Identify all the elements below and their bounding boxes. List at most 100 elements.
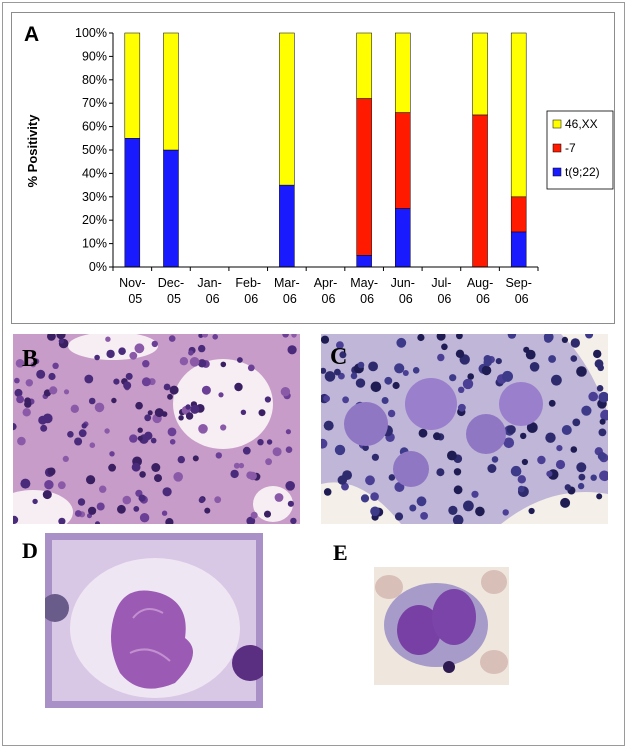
bar-segment: [395, 208, 411, 268]
cell-nucleus: [272, 447, 282, 457]
cell-nucleus: [528, 507, 535, 515]
bar-segment: [472, 114, 488, 268]
cell-nucleus: [455, 349, 465, 358]
cell-nucleus: [436, 468, 445, 477]
cell-nucleus: [265, 458, 272, 466]
cell-nucleus: [598, 391, 608, 403]
cell-nucleus: [394, 512, 404, 521]
cell-nucleus: [339, 351, 347, 359]
cell-nucleus: [70, 404, 79, 413]
cell-nucleus: [179, 357, 189, 366]
cell-nucleus: [137, 435, 143, 441]
cell-nucleus: [506, 425, 516, 435]
cell-nucleus: [134, 343, 145, 354]
cell-nucleus: [212, 334, 218, 340]
cell-nucleus: [192, 455, 199, 462]
y-tick-labels: 0% 10% 20% 30% 40% 50% 60% 70% 80% 90% 100%: [75, 26, 113, 274]
cell-nucleus: [81, 423, 87, 429]
cell-nucleus: [240, 409, 247, 415]
cell-nucleus: [458, 386, 465, 393]
cell-nucleus: [105, 336, 111, 342]
cell-nucleus: [52, 362, 59, 369]
cell-nucleus: [483, 355, 492, 363]
cell-nucleus: [13, 423, 17, 431]
cell-nucleus: [287, 345, 297, 355]
cell-nucleus: [342, 396, 349, 404]
cell-nucleus: [144, 414, 152, 422]
x-tick-label: Jan-06: [197, 276, 221, 306]
bar-segment: [395, 32, 411, 113]
cell-nucleus: [198, 424, 208, 434]
cell-nucleus: [285, 481, 296, 491]
cell-nucleus: [463, 500, 474, 512]
cell-nucleus: [409, 504, 417, 512]
cell-nucleus: [387, 409, 396, 418]
cell-nucleus: [291, 334, 297, 338]
cell-nucleus: [95, 521, 100, 524]
cell-nucleus: [578, 473, 586, 481]
cell-nucleus: [546, 470, 553, 477]
cell-nucleus: [42, 490, 52, 500]
y-axis-label: % Positivity: [25, 114, 40, 188]
cell-nucleus: [545, 432, 556, 443]
cell-nucleus: [201, 385, 211, 395]
cell-nucleus: [48, 372, 56, 381]
cell-nucleus: [394, 363, 405, 374]
cell-nucleus: [491, 456, 499, 463]
bar-segment: [510, 32, 527, 198]
cell-nucleus: [188, 350, 194, 356]
micrograph-c: C: [321, 334, 608, 524]
x-tick-label: Apr-06: [314, 276, 338, 306]
cell-nucleus: [370, 381, 382, 393]
cell-nucleus: [481, 365, 492, 376]
cell-nucleus: [250, 511, 258, 519]
cell-nucleus: [471, 490, 479, 498]
cell-nucleus: [138, 494, 146, 502]
cell-nucleus: [518, 485, 525, 493]
cell-nucleus: [447, 450, 457, 461]
cell-nucleus: [167, 393, 173, 400]
cell-nucleus: [190, 404, 200, 414]
cell-nucleus: [418, 428, 428, 438]
cell-nucleus: [137, 427, 143, 433]
cell-nucleus: [555, 459, 566, 470]
cell-nucleus: [570, 355, 578, 362]
cell-nucleus: [113, 378, 120, 385]
cell-nucleus: [561, 425, 572, 435]
cell-nucleus: [585, 334, 594, 339]
cell-nucleus: [129, 434, 138, 443]
cell-nucleus: [436, 334, 446, 341]
bar-segment: [395, 112, 411, 209]
cell-nucleus: [122, 495, 132, 505]
panel-label-c: C: [330, 344, 348, 370]
y-tick-label: 20%: [82, 213, 107, 227]
cell-nucleus: [266, 439, 273, 445]
cell-nucleus: [537, 455, 546, 465]
cell-nucleus: [441, 343, 448, 351]
cell-nucleus: [20, 478, 31, 489]
cell-nucleus: [169, 385, 179, 395]
cell-nucleus: [458, 403, 466, 412]
legend-label: t(9;22): [565, 165, 600, 179]
x-tick-label: Jul-06: [431, 276, 451, 306]
cell-nucleus: [449, 374, 457, 382]
cell-nucleus: [36, 369, 46, 379]
cell-nucleus: [135, 401, 143, 410]
bar-segment: [163, 149, 179, 268]
cell-nucleus: [362, 444, 369, 451]
cell-nucleus: [456, 334, 463, 340]
cell-nucleus: [106, 349, 115, 359]
cell-nucleus: [86, 475, 96, 485]
cell-nucleus: [214, 496, 222, 504]
x-tick-label: Mar-06: [274, 276, 300, 306]
cell-nucleus: [371, 453, 379, 461]
cell-nucleus: [197, 359, 207, 368]
y-tick-label: 10%: [82, 237, 107, 251]
cell-nucleus: [337, 475, 347, 485]
cell-nucleus: [548, 399, 556, 407]
cell-nucleus: [590, 474, 597, 481]
cell-nucleus: [370, 506, 380, 517]
legend-label: 46,XX: [565, 117, 598, 131]
cell-nucleus: [247, 364, 255, 372]
cell-nucleus: [248, 471, 257, 481]
